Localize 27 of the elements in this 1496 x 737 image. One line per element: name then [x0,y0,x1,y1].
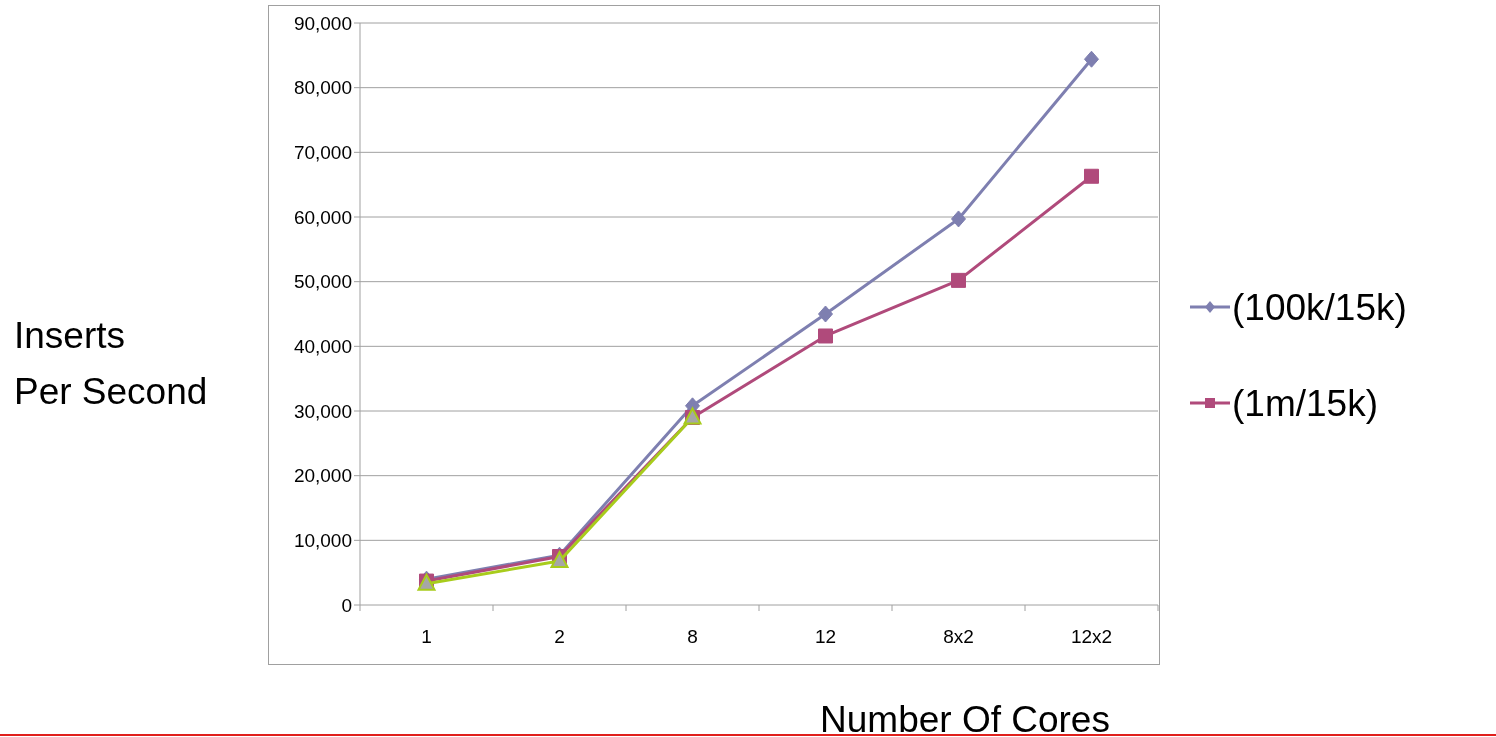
x-tick-label: 2 [554,626,565,647]
y-tick-label: 50,000 [293,271,352,293]
x-axis-title: Number Of Cores [820,699,1110,737]
x-tick-label: 8 [687,626,698,647]
y-axis-title: Inserts Per Second [14,315,208,412]
x-tick-label: 1 [421,626,432,647]
x-tick-label: 12 [814,626,837,647]
y-tick-label: 40,000 [293,335,352,357]
y-tick-label: 10,000 [293,529,352,551]
y-tick-label: 30,000 [293,400,352,422]
y-tick-label: 90,000 [293,12,352,34]
y-tick-label: 60,000 [293,206,352,228]
x-tick-label: 12x2 [1070,626,1113,647]
point [818,305,833,323]
legend-label: (100k/15k) [1232,286,1407,328]
legend-label: (1m/15k) [1232,382,1378,424]
point [1084,50,1099,68]
point [951,210,966,228]
y-tick-label: 70,000 [293,141,352,163]
x-tick-label: 8x2 [943,626,974,647]
point [951,272,966,288]
point [1084,168,1099,184]
y-tick-label: 20,000 [293,465,352,487]
point [550,551,569,569]
point [818,328,833,344]
y-tick-label: 0 [341,594,352,616]
y-tick-label: 80,000 [293,77,352,99]
